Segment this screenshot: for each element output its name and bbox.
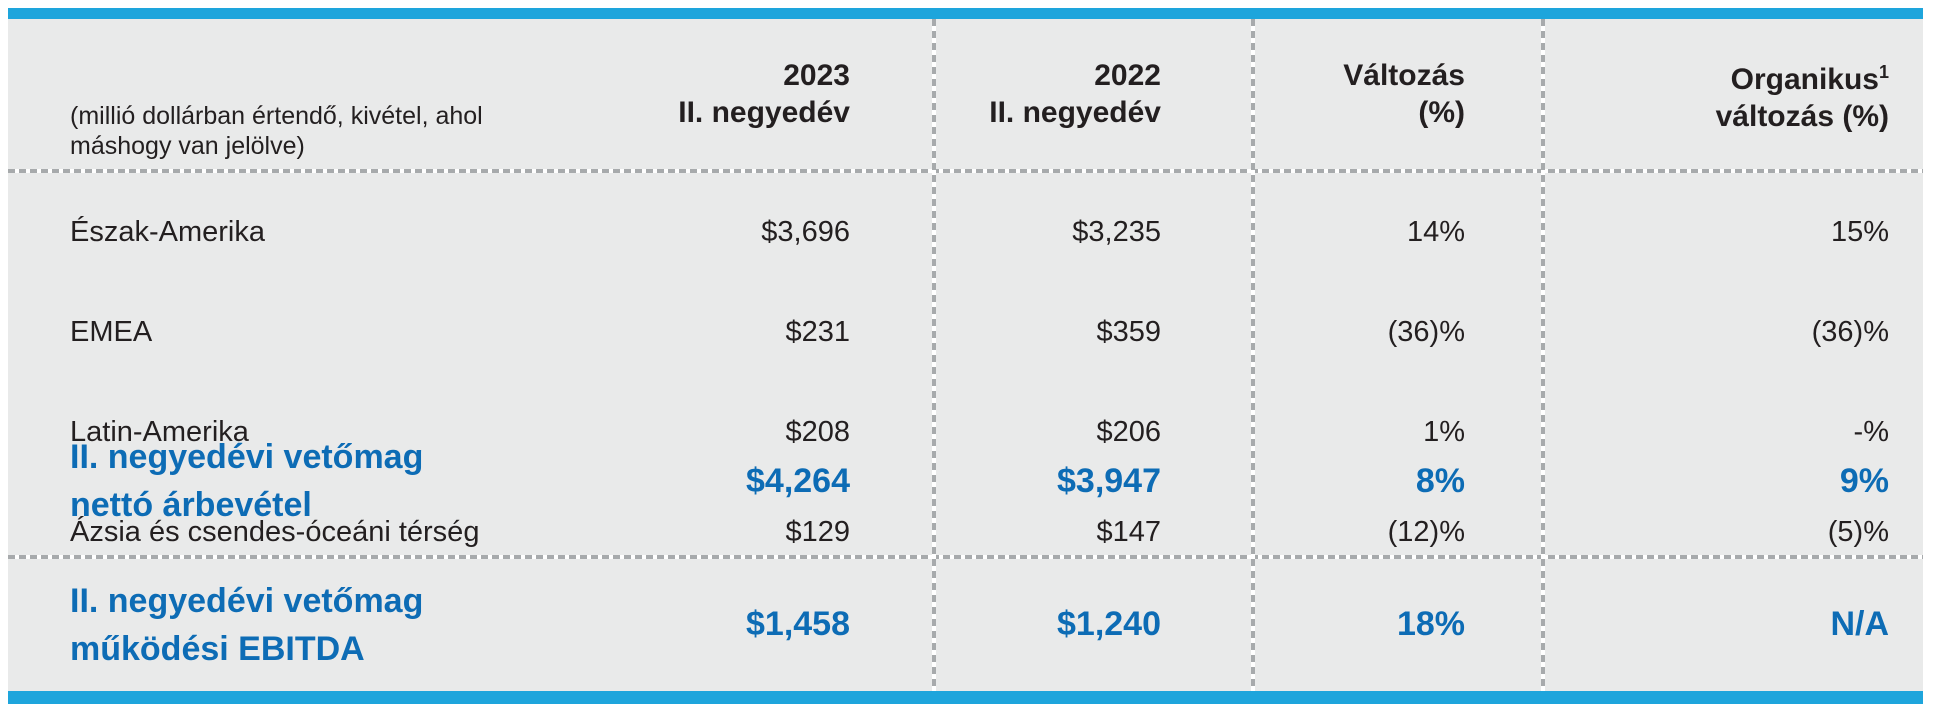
value-2022: $359 xyxy=(1096,315,1161,348)
value-2023: $208 xyxy=(785,415,850,448)
table-row-emea: EMEA $231 $359 (36)% (36)% xyxy=(8,307,1923,357)
value-organic-change: N/A xyxy=(1830,605,1889,643)
value-2023: $231 xyxy=(785,315,850,348)
value-2023: $129 xyxy=(785,515,850,548)
column-header-2023-q2: 2023 II. negyedév xyxy=(508,19,934,169)
value-organic-change: 9% xyxy=(1839,461,1889,500)
value-2022: $1,240 xyxy=(1057,605,1161,643)
row-label: Ázsia és csendes-óceáni térség xyxy=(70,515,480,548)
table-row-latin-america: Latin-Amerika $208 $206 1% -% xyxy=(8,407,1923,457)
value-2022: $147 xyxy=(1096,515,1161,548)
value-organic-change: -% xyxy=(1853,415,1889,448)
table-row-north-america: Észak-Amerika $3,696 $3,235 14% 15% xyxy=(8,207,1923,257)
total-row-label: II. negyedévi vetőmag nettó árbevétel xyxy=(8,433,508,529)
column-divider-dotted xyxy=(1251,19,1255,691)
column-header-year: 2022 xyxy=(1094,59,1161,92)
column-header-quarter: II. negyedév xyxy=(678,96,850,129)
value-organic-change: (5)% xyxy=(1827,515,1889,548)
row-label: EMEA xyxy=(70,315,153,348)
value-2022: $3,235 xyxy=(1072,215,1161,248)
column-header-organic-change: Organikus1 változás (%) xyxy=(1543,19,1923,169)
total-label-line2: nettó árbevétel xyxy=(70,486,312,524)
section-divider-dotted xyxy=(8,555,1923,559)
column-header-organic-unit: változás (%) xyxy=(1715,99,1889,133)
table-row-asia-pacific: Ázsia és csendes-óceáni térség $129 $147… xyxy=(8,507,1923,557)
row-label: Latin-Amerika xyxy=(70,415,249,448)
column-header-organic-label: Organikus1 xyxy=(1543,54,1889,98)
table-header-row: (millió dollárban értendő, kivétel, ahol… xyxy=(8,19,1923,169)
value-2023: $3,696 xyxy=(761,215,850,248)
total-label-line1: II. negyedévi vetőmag xyxy=(70,438,424,476)
bottom-accent-bar xyxy=(8,691,1923,704)
unit-note-cell: (millió dollárban értendő, kivétel, ahol… xyxy=(8,19,508,169)
column-header-quarter: II. negyedév xyxy=(989,96,1161,129)
value-change: 1% xyxy=(1423,415,1465,448)
total-row-label: II. negyedévi vetőmag működési EBITDA xyxy=(8,577,508,673)
column-header-2022-q2: 2022 II. negyedév xyxy=(934,19,1253,169)
value-organic-change: (36)% xyxy=(1811,315,1889,348)
row-label: Észak-Amerika xyxy=(70,215,265,248)
value-2023: $4,264 xyxy=(746,461,850,500)
total-label-line2: működési EBITDA xyxy=(70,629,365,668)
table-row-operating-ebitda: II. negyedévi vetőmag működési EBITDA $1… xyxy=(8,558,1923,691)
value-change: 8% xyxy=(1415,461,1465,500)
table-row-net-sales-total: II. negyedévi vetőmag nettó árbevétel $4… xyxy=(8,407,1923,555)
unit-note: (millió dollárban értendő, kivétel, ahol… xyxy=(70,102,483,160)
value-change: 18% xyxy=(1396,605,1465,643)
footnote-marker: 1 xyxy=(1878,61,1889,82)
value-change: (12)% xyxy=(1387,515,1465,548)
value-change: (36)% xyxy=(1387,315,1465,348)
value-2023: $1,458 xyxy=(746,605,850,643)
value-organic-change: 15% xyxy=(1830,215,1889,248)
total-label-line1: II. negyedévi vetőmag xyxy=(70,581,424,620)
column-divider-dotted xyxy=(932,19,936,691)
column-header-change-label: Változás xyxy=(1343,59,1465,92)
column-header-change-unit: (%) xyxy=(1418,96,1465,129)
top-accent-bar xyxy=(8,8,1923,19)
value-change: 14% xyxy=(1406,215,1465,248)
column-header-year: 2023 xyxy=(783,59,850,92)
column-header-change: Változás (%) xyxy=(1253,19,1543,169)
value-2022: $206 xyxy=(1096,415,1161,448)
header-divider-dotted xyxy=(8,169,1923,173)
organic-word: Organikus xyxy=(1730,62,1879,96)
value-2022: $3,947 xyxy=(1057,461,1161,500)
seed-financials-table: (millió dollárban értendő, kivétel, ahol… xyxy=(8,8,1923,704)
column-divider-dotted xyxy=(1541,19,1545,691)
